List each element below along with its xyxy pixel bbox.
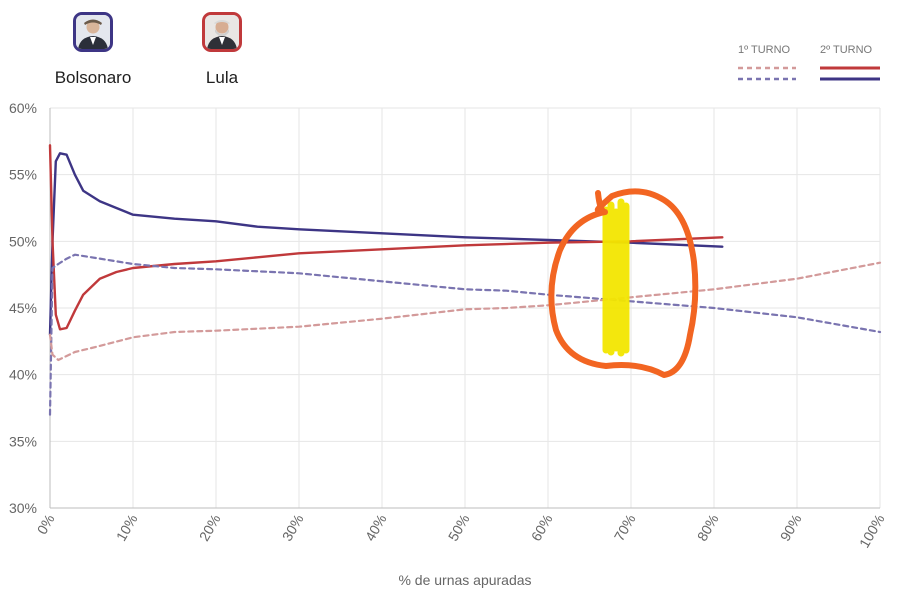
x-tick-label: 40% xyxy=(362,512,390,544)
candidate-name: Bolsonaro xyxy=(54,68,132,87)
avatar-bolsonaro xyxy=(73,12,113,52)
legend-label: 1º TURNO xyxy=(738,44,791,56)
x-tick-label: 80% xyxy=(694,512,722,544)
x-tick-label: 70% xyxy=(611,512,639,544)
legend-second-round: 2º TURNO xyxy=(820,44,872,56)
x-axis-label: % de urnas apuradas xyxy=(398,572,531,588)
grid xyxy=(49,107,881,509)
x-tick-label: 10% xyxy=(113,512,141,544)
series-line-lula-second-round xyxy=(48,144,724,331)
series-line-lula-first-round xyxy=(48,261,882,362)
x-tick-label: 20% xyxy=(196,512,224,544)
series-group xyxy=(48,144,882,416)
series-line-bolsonaro-second-round xyxy=(48,152,724,336)
y-tick-label: 35% xyxy=(9,433,37,449)
y-tick-label: 60% xyxy=(9,100,37,116)
x-tick-label: 0% xyxy=(34,512,58,538)
x-tick-label: 100% xyxy=(856,512,888,551)
x-tick-label: 90% xyxy=(777,512,805,544)
y-tick-label: 50% xyxy=(9,233,37,249)
legend-label: 2º TURNO xyxy=(820,44,873,56)
legend-first-round: 1º TURNO xyxy=(738,44,790,56)
x-tick-label: 50% xyxy=(445,512,473,544)
y-tick-label: 55% xyxy=(9,167,37,183)
candidate-name: Lula xyxy=(205,68,239,87)
candidate-lula: Lula xyxy=(162,12,282,88)
y-tick-label: 40% xyxy=(9,367,37,383)
x-axis: 0% 10% 20% 30% 40% 50% 60% 70% 80% 90% 100% xyxy=(34,512,888,551)
candidate-bolsonaro: Bolsonaro xyxy=(33,12,153,88)
person-icon xyxy=(205,15,239,49)
annotation-marks xyxy=(548,188,699,378)
y-axis: 30% 35% 40% 45% 50% 55% 60% xyxy=(9,100,37,516)
yellow-highlight-mark xyxy=(602,198,630,357)
x-tick-label: 60% xyxy=(528,512,556,544)
series-line-bolsonaro-first-round xyxy=(48,253,882,416)
orange-circle-mark xyxy=(548,188,699,378)
legend-swatches xyxy=(738,66,880,81)
y-tick-label: 45% xyxy=(9,300,37,316)
avatar-lula xyxy=(202,12,242,52)
x-tick-label: 30% xyxy=(279,512,307,544)
person-icon xyxy=(76,15,110,49)
y-tick-label: 30% xyxy=(9,500,37,516)
